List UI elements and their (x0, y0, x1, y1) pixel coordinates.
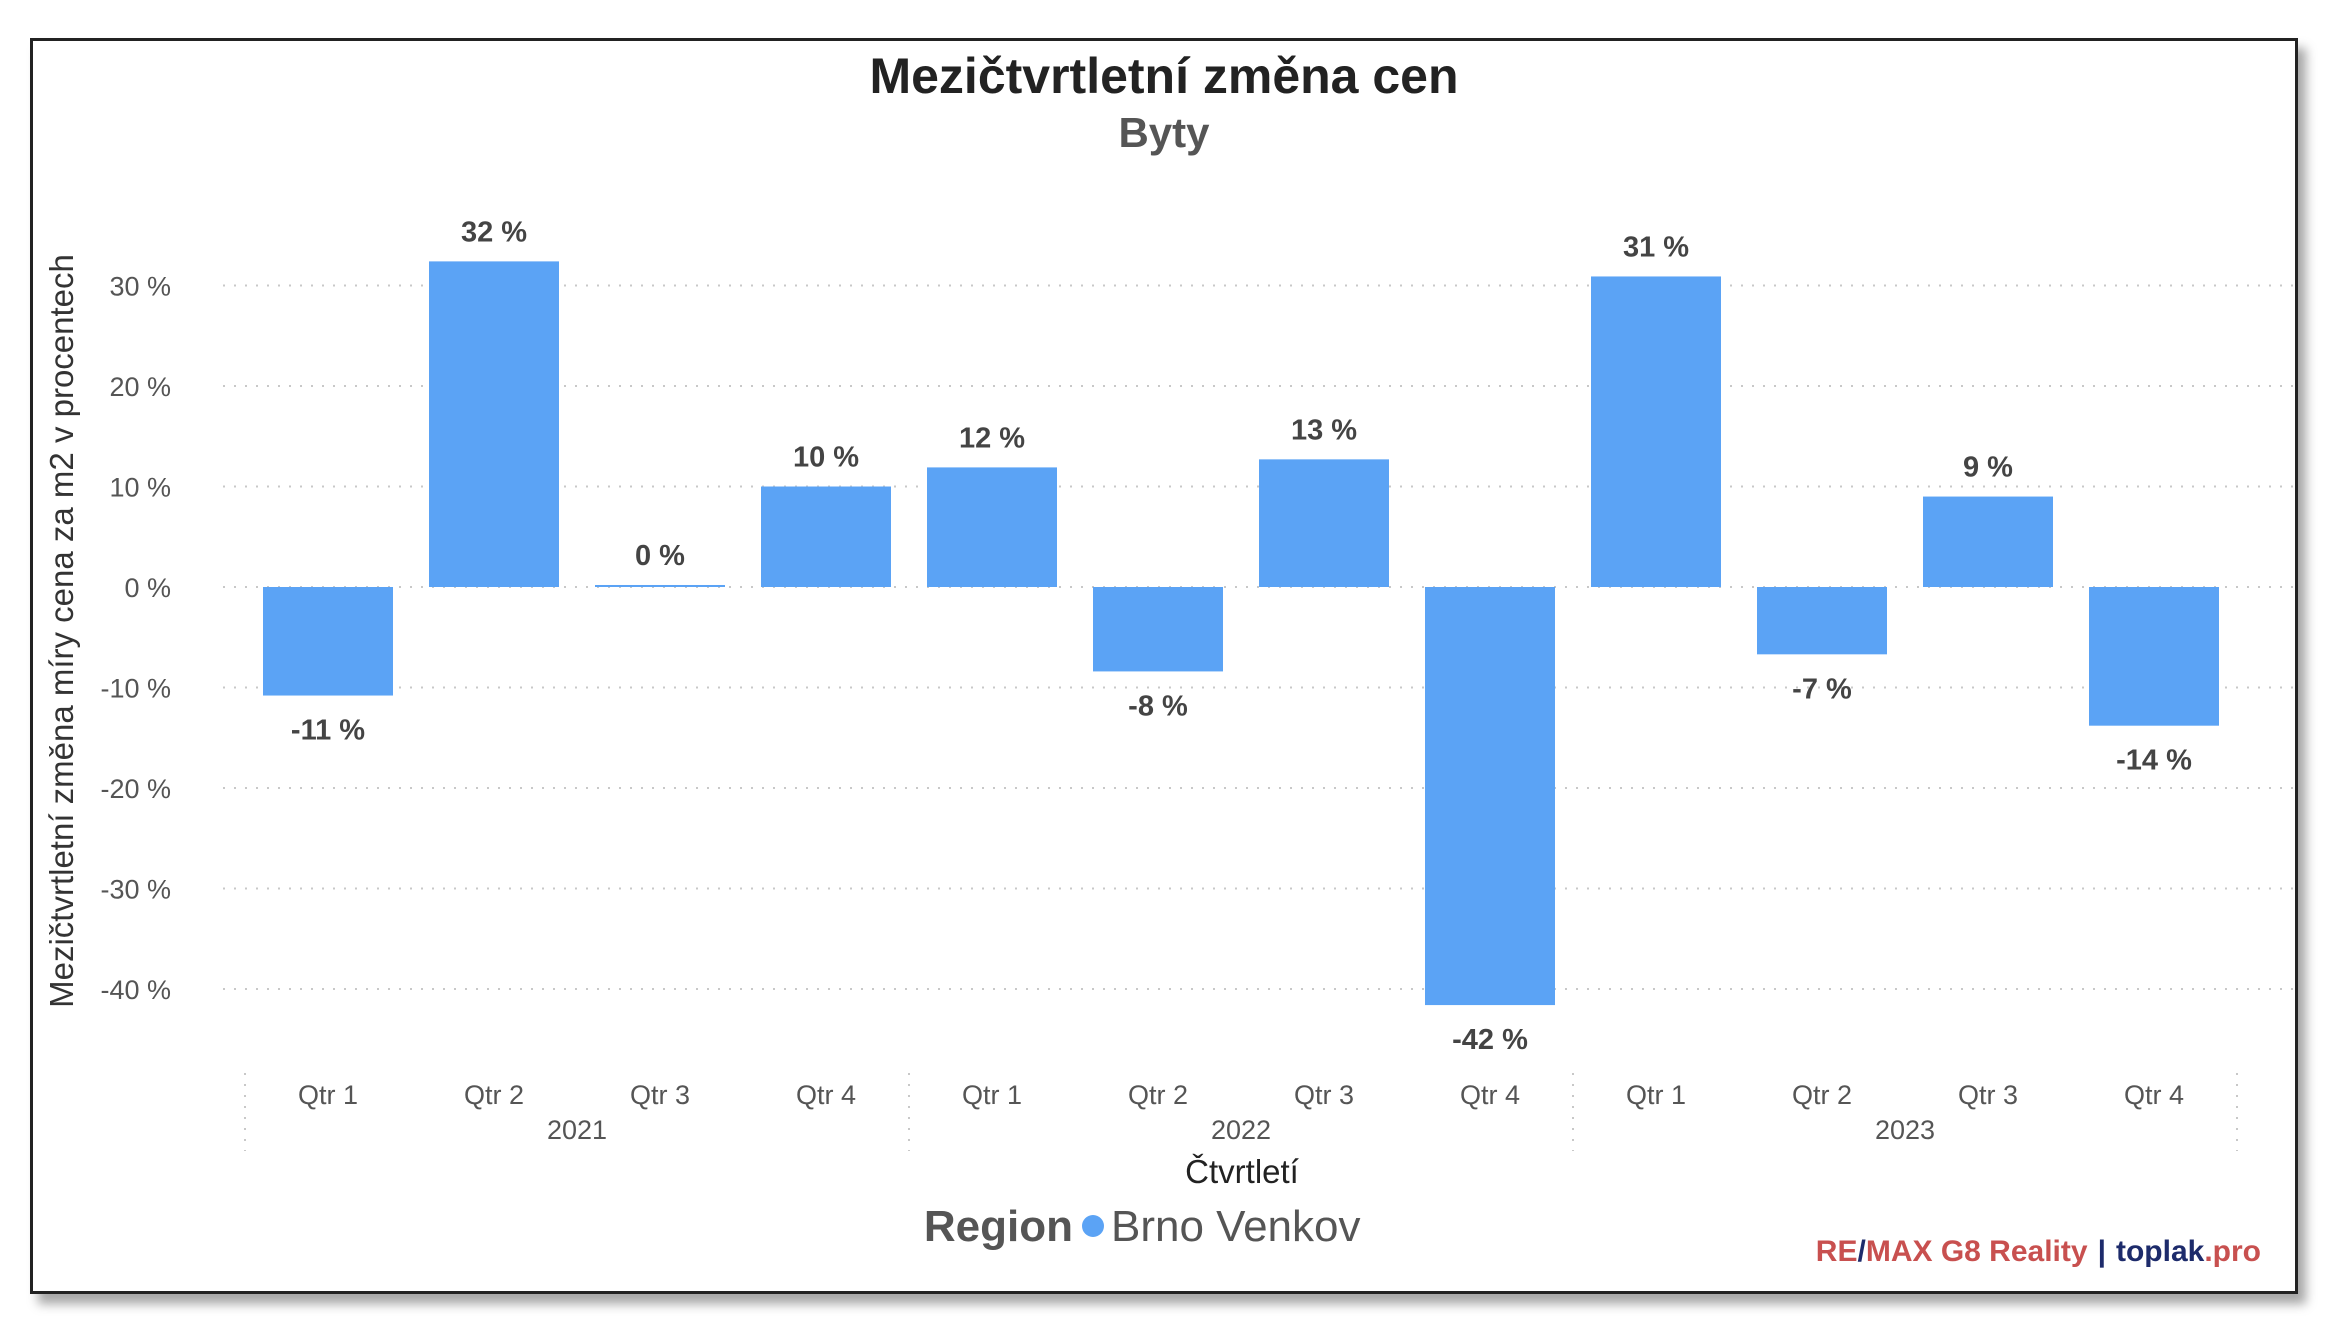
credit-tld: .pro (2204, 1235, 2261, 1268)
legend-marker (1082, 1215, 1104, 1237)
data-label: 9 % (1963, 452, 2013, 484)
bar (1923, 496, 2053, 587)
x-tick-label: Qtr 4 (1460, 1080, 1520, 1110)
x-tick-label: Qtr 1 (298, 1080, 358, 1110)
data-label: -7 % (1792, 673, 1852, 705)
credit-g8: MAX G8 Reality (1865, 1235, 2088, 1268)
data-labels: -11 % 32 % 0 % 10 % 12 % -8 % 13 % -42 % 31 % -7 … (291, 216, 2192, 1056)
credit-separator: | (2097, 1235, 2106, 1268)
x-group-label: 2023 (1875, 1115, 1935, 1145)
x-tick-label: Qtr 2 (1128, 1080, 1188, 1110)
y-tick-label: -40 % (100, 975, 171, 1005)
credit-site: toplak (2115, 1235, 2205, 1268)
bar (595, 584, 725, 587)
x-group-label: 2022 (1211, 1115, 1271, 1145)
data-label: 32 % (461, 216, 527, 248)
bar (263, 587, 393, 696)
bars (263, 261, 2219, 1006)
credit-remax: RE (1815, 1235, 1858, 1268)
x-tick-label: Qtr 3 (630, 1080, 690, 1110)
y-tick-label: 30 % (109, 272, 171, 302)
data-label: 31 % (1623, 231, 1689, 263)
x-tick-label: Qtr 1 (1626, 1080, 1686, 1110)
bar (1425, 587, 1555, 1006)
credit-slash: / (1857, 1235, 1866, 1268)
x-axis-label: Čtvrtletí (1185, 1153, 1299, 1190)
x-group-label: 2021 (547, 1115, 607, 1145)
x-tick-label: Qtr 4 (2124, 1080, 2184, 1110)
data-label: 10 % (793, 442, 859, 474)
bar (1591, 276, 1721, 587)
bar (2089, 587, 2219, 726)
x-tick-label: Qtr 3 (1294, 1080, 1354, 1110)
data-label: 12 % (959, 422, 1025, 454)
bar (761, 486, 891, 587)
gridlines (223, 284, 2293, 990)
y-tick-label: 10 % (109, 473, 171, 503)
y-tick-label: -30 % (100, 875, 171, 905)
bar (1757, 587, 1887, 655)
legend-item-label: Brno Venkov (1111, 1202, 1361, 1251)
credit-text: RE/MAX G8 Reality | toplak.pro (1816, 1235, 2261, 1269)
y-tick-label: 0 % (124, 573, 171, 603)
y-tick-label: -20 % (100, 774, 171, 804)
y-tick-label: 20 % (109, 372, 171, 402)
chart-frame: Mezičtvrtletní změna cen Byty Mezičtvrtl… (30, 38, 2298, 1294)
data-label: -14 % (2116, 745, 2192, 777)
bar (429, 261, 559, 587)
data-label: 0 % (635, 540, 685, 572)
legend: Region Brno Venkov (924, 1202, 1361, 1251)
data-label: -42 % (1452, 1024, 1528, 1056)
x-tick-label: Qtr 2 (1792, 1080, 1852, 1110)
data-label: -8 % (1128, 690, 1188, 722)
x-tick-label: Qtr 3 (1958, 1080, 2018, 1110)
chart-title: Mezičtvrtletní změna cen (869, 48, 1458, 104)
bar (1093, 587, 1223, 672)
x-tick-label: Qtr 2 (464, 1080, 524, 1110)
x-tick-label: Qtr 1 (962, 1080, 1022, 1110)
data-label: -11 % (291, 715, 365, 747)
bar (1259, 459, 1389, 587)
legend-title: Region (924, 1202, 1073, 1251)
chart-subtitle: Byty (1118, 109, 1210, 156)
y-tick-label: -10 % (100, 674, 171, 704)
y-axis-label: Mezičtvrtletní změna míry cena za m2 v p… (43, 254, 80, 1008)
data-label: 13 % (1291, 414, 1357, 446)
y-axis-ticks: 30 % 20 % 10 % 0 % -10 % -20 % -30 % -40 % (100, 272, 171, 1006)
bar (927, 467, 1057, 587)
x-tick-label: Qtr 4 (796, 1080, 856, 1110)
bar-chart: Mezičtvrtletní změna cen Byty Mezičtvrtl… (43, 48, 2293, 1251)
x-axis: Qtr 1 Qtr 2 Qtr 3 Qtr 4 Qtr 1 Qtr 2 Qtr 3 Qtr 4… (244, 1073, 2238, 1151)
